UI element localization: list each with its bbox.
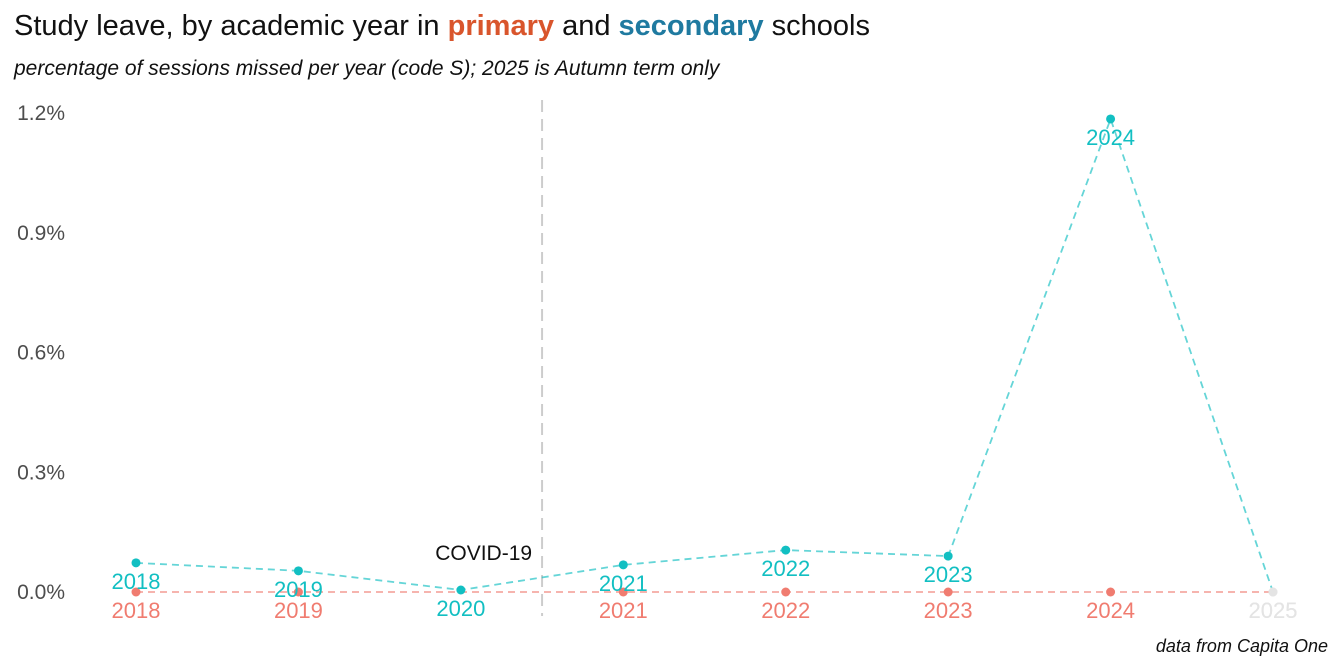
primary-label-2022: 2022 <box>761 598 810 623</box>
covid-annotation: COVID-19 <box>435 100 544 616</box>
y-tick-label: 1.2% <box>17 102 65 125</box>
primary-point-2018 <box>131 587 141 597</box>
y-tick-label: 0.3% <box>17 461 65 484</box>
series-points <box>131 114 1278 597</box>
chart-title: Study leave, by academic year in primary… <box>14 10 870 43</box>
title-middle: and <box>554 10 619 42</box>
primary-point-2019 <box>293 587 303 597</box>
secondary-label-2021: 2021 <box>599 571 648 596</box>
secondary-point-2019 <box>293 566 303 576</box>
y-axis: 0.0% 0.3% 0.6% 0.9% 1.2% <box>17 102 65 604</box>
secondary-label-2020: 2020 <box>436 596 485 621</box>
y-tick-label: 0.9% <box>17 222 65 245</box>
secondary-point-2023 <box>943 551 953 561</box>
secondary-label-2018: 2018 <box>112 569 161 594</box>
secondary-label-2025: 2025 <box>1249 598 1298 623</box>
covid-annotation-label: COVID-19 <box>435 542 532 565</box>
secondary-label-2022: 2022 <box>761 556 810 581</box>
secondary-series-line <box>135 116 1274 593</box>
primary-point-2024 <box>1106 587 1116 597</box>
secondary-point-2022 <box>781 545 791 555</box>
secondary-point-2024 <box>1106 114 1116 124</box>
secondary-point-2025 <box>1268 587 1278 597</box>
primary-label-2023: 2023 <box>924 598 973 623</box>
y-tick-label: 0.0% <box>17 581 65 604</box>
data-labels: 2018 2019 2021 2022 2023 2024 2025 2018 2019 2020… <box>112 125 1298 623</box>
primary-label-2019: 2019 <box>274 598 323 623</box>
secondary-point-2021 <box>618 560 628 570</box>
secondary-label-2023: 2023 <box>924 562 973 587</box>
secondary-label-2024: 2024 <box>1086 125 1135 150</box>
primary-point-2022 <box>781 587 791 597</box>
primary-point-2021 <box>618 587 628 597</box>
secondary-point-2020 <box>456 585 466 595</box>
title-suffix: schools <box>763 10 870 42</box>
y-tick-label: 0.6% <box>17 342 65 365</box>
secondary-label-2019: 2019 <box>274 577 323 602</box>
primary-label-2018: 2018 <box>112 598 161 623</box>
title-prefix: Study leave, by academic year in <box>14 10 448 42</box>
secondary-point-2018 <box>131 558 141 568</box>
primary-label-2025: 2025 <box>1249 598 1298 623</box>
data-source-caption: data from Capita One <box>1155 636 1328 656</box>
primary-point-2023 <box>943 587 953 597</box>
title-secondary-word: secondary <box>618 10 764 42</box>
series-lines <box>135 116 1274 593</box>
primary-label-2024: 2024 <box>1086 598 1135 623</box>
primary-label-2021: 2021 <box>599 598 648 623</box>
title-primary-word: primary <box>447 10 555 42</box>
chart-subtitle: percentage of sessions missed per year (… <box>14 57 720 80</box>
